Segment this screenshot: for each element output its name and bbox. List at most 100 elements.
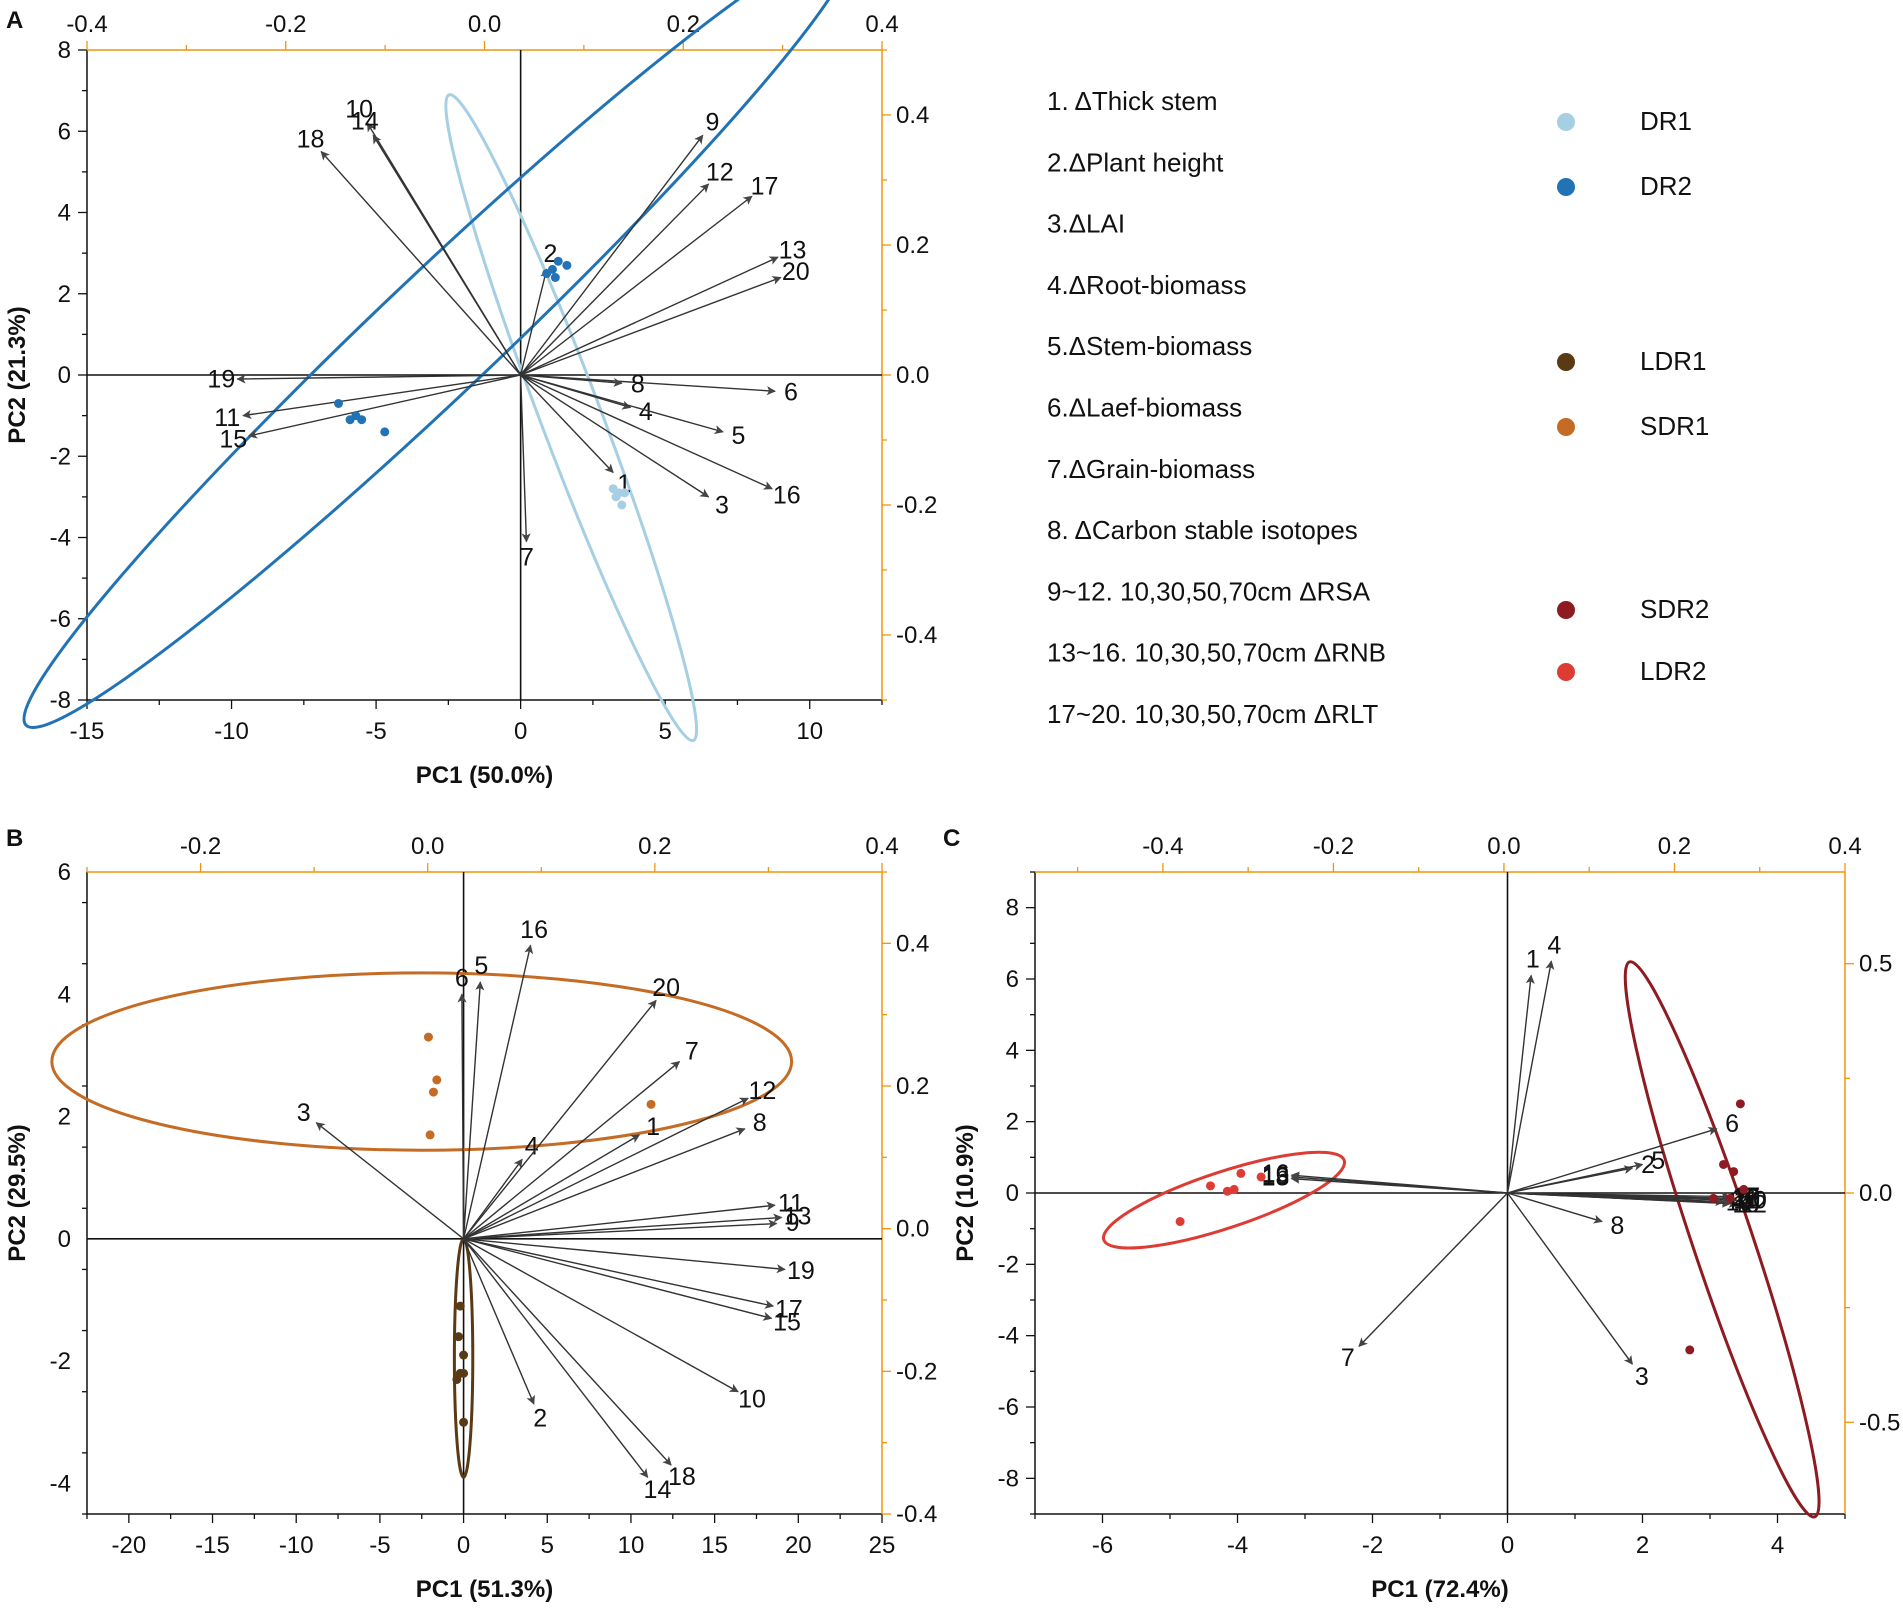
vector-arrow-3 bbox=[315, 1122, 465, 1240]
vector-label-15: 15 bbox=[219, 425, 247, 453]
vector-arrow-6 bbox=[457, 993, 467, 1239]
x-tick-label: 5 bbox=[541, 1532, 554, 1559]
ellipse-sdr2 bbox=[1623, 960, 1821, 1519]
x-tick-label: 4 bbox=[1771, 1532, 1784, 1559]
vector-label-19: 19 bbox=[207, 365, 235, 393]
point-dr2 bbox=[380, 427, 390, 437]
vector-arrow-12 bbox=[520, 183, 710, 376]
y-tick-label: -2 bbox=[50, 1348, 71, 1375]
top-tick-label: -0.2 bbox=[1313, 833, 1354, 860]
x-tick-label: 0 bbox=[1501, 1532, 1514, 1559]
legend-variable-4: 4.ΔRoot-biomass bbox=[1047, 270, 1246, 300]
vector-label-13: 13 bbox=[784, 1202, 812, 1230]
point-ldr2 bbox=[1222, 1186, 1232, 1196]
vector-arrow-8 bbox=[520, 374, 623, 388]
legend-variable-7: 7.ΔGrain-biomass bbox=[1047, 454, 1255, 484]
legend-label-dr2: DR2 bbox=[1640, 171, 1692, 201]
vector-label-8: 8 bbox=[1610, 1212, 1624, 1240]
point-sdr2 bbox=[1735, 1099, 1745, 1109]
vector-label-5: 5 bbox=[1651, 1147, 1665, 1175]
vector-label-10: 10 bbox=[738, 1385, 766, 1413]
vector-label-5: 5 bbox=[731, 422, 745, 450]
legend-variable-3: 3.ΔLAI bbox=[1047, 209, 1125, 239]
vector-arrow-12 bbox=[463, 1097, 749, 1240]
y-tick-label: -2 bbox=[998, 1251, 1019, 1278]
legend-marker-dr2 bbox=[1557, 178, 1575, 196]
y-tick-label: 0 bbox=[58, 1226, 71, 1253]
legend-marker-sdr2 bbox=[1557, 601, 1575, 619]
vector-arrow-18 bbox=[1290, 1174, 1508, 1194]
x-tick-label: 10 bbox=[796, 718, 823, 745]
panel-label: A bbox=[6, 7, 23, 34]
vector-arrow-16 bbox=[462, 944, 534, 1240]
vector-label-6: 6 bbox=[1725, 1110, 1739, 1138]
y-tick-label: 4 bbox=[58, 200, 71, 227]
point-dr2 bbox=[357, 415, 367, 425]
x-tick-label: -5 bbox=[365, 718, 386, 745]
vector-label-3: 3 bbox=[715, 492, 729, 520]
vector-label-1: 1 bbox=[1526, 946, 1540, 974]
top-tick-label: 0.4 bbox=[1828, 833, 1861, 860]
vector-label-4: 4 bbox=[525, 1132, 539, 1160]
x-tick-label: -20 bbox=[111, 1532, 146, 1559]
panel-c: C -6 -4 -2 0 2 4 -8 -6 -4 -2 0 2 4 6 8 -0.4 -0.2 0.0 0.2 0.4… bbox=[943, 825, 1900, 1603]
vector-label-12: 12 bbox=[749, 1077, 777, 1105]
legend-label-dr1: DR1 bbox=[1640, 106, 1692, 136]
vector-label-8: 8 bbox=[753, 1109, 767, 1137]
vector-arrow-19 bbox=[236, 374, 521, 384]
vector-label-9: 9 bbox=[786, 1209, 800, 1237]
ellipse-dr1 bbox=[444, 93, 699, 743]
panel-label: C bbox=[943, 825, 960, 852]
vector-arrow-13 bbox=[463, 1213, 783, 1240]
vector-arrow-9 bbox=[463, 1219, 778, 1240]
right-tick-label: -0.2 bbox=[896, 1358, 937, 1385]
vector-label-12: 12 bbox=[706, 159, 734, 187]
right-tick-label: -0.5 bbox=[1859, 1409, 1900, 1436]
legend-variable-8: 8. ΔCarbon stable isotopes bbox=[1047, 515, 1358, 545]
y-tick-label: -8 bbox=[50, 687, 71, 714]
legend-variable-9: 9~12. 10,30,50,70cm ΔRSA bbox=[1047, 576, 1371, 606]
top-tick-label: 0.0 bbox=[1487, 833, 1520, 860]
y-tick-label: 4 bbox=[1006, 1037, 1019, 1064]
right-tick-label: 0.2 bbox=[896, 232, 929, 259]
point-ldr2 bbox=[1206, 1181, 1215, 1191]
legend-variable-5: 5.ΔStem-biomass bbox=[1047, 331, 1252, 361]
vector-label-19: 19 bbox=[1732, 1190, 1760, 1218]
vector-label-9: 9 bbox=[1739, 1189, 1753, 1217]
right-tick-label: -0.2 bbox=[896, 492, 937, 519]
y-tick-label: 2 bbox=[1006, 1109, 1019, 1136]
vector-label-18: 18 bbox=[1262, 1164, 1290, 1192]
vector-label-10: 10 bbox=[345, 95, 373, 123]
y-tick-label: -6 bbox=[998, 1394, 1019, 1421]
point-sdr2 bbox=[1729, 1167, 1739, 1177]
vector-arrow-10 bbox=[463, 1238, 739, 1393]
legend-layer: 1. ΔThick stem 2.ΔPlant height 3.ΔLAI 4.ΔRo… bbox=[1047, 86, 1709, 729]
vector-label-7: 7 bbox=[1341, 1344, 1355, 1372]
vector-arrow-2 bbox=[462, 1238, 535, 1405]
vector-arrow-15 bbox=[248, 374, 521, 439]
vector-arrow-2 bbox=[519, 268, 550, 376]
y-tick-label: -6 bbox=[50, 606, 71, 633]
y-tick-label: 8 bbox=[58, 37, 71, 64]
x-tick-label: 25 bbox=[869, 1532, 896, 1559]
vector-label-4: 4 bbox=[639, 398, 653, 426]
point-sdr1 bbox=[423, 1032, 433, 1042]
vector-arrow-7 bbox=[1358, 1192, 1509, 1348]
vector-arrow-7 bbox=[463, 1060, 681, 1240]
x-axis-title: PC1 (51.3%) bbox=[416, 1576, 553, 1603]
top-tick-label: 0.2 bbox=[1658, 833, 1691, 860]
point-ldr1 bbox=[454, 1332, 464, 1342]
point-sdr2 bbox=[1708, 1193, 1718, 1203]
point-sdr2 bbox=[1725, 1193, 1735, 1203]
point-ldr1 bbox=[452, 1374, 462, 1384]
right-tick-label: 0.4 bbox=[896, 930, 929, 957]
point-dr2 bbox=[562, 260, 572, 270]
top-tick-label: 0.4 bbox=[865, 833, 898, 860]
y-tick-label: -8 bbox=[998, 1465, 1019, 1492]
top-tick-label: -0.4 bbox=[66, 11, 107, 38]
y-axis-title: PC2 (10.9%) bbox=[952, 1124, 979, 1261]
vector-label-2: 2 bbox=[1641, 1151, 1655, 1179]
vector-label-15: 15 bbox=[773, 1308, 801, 1336]
